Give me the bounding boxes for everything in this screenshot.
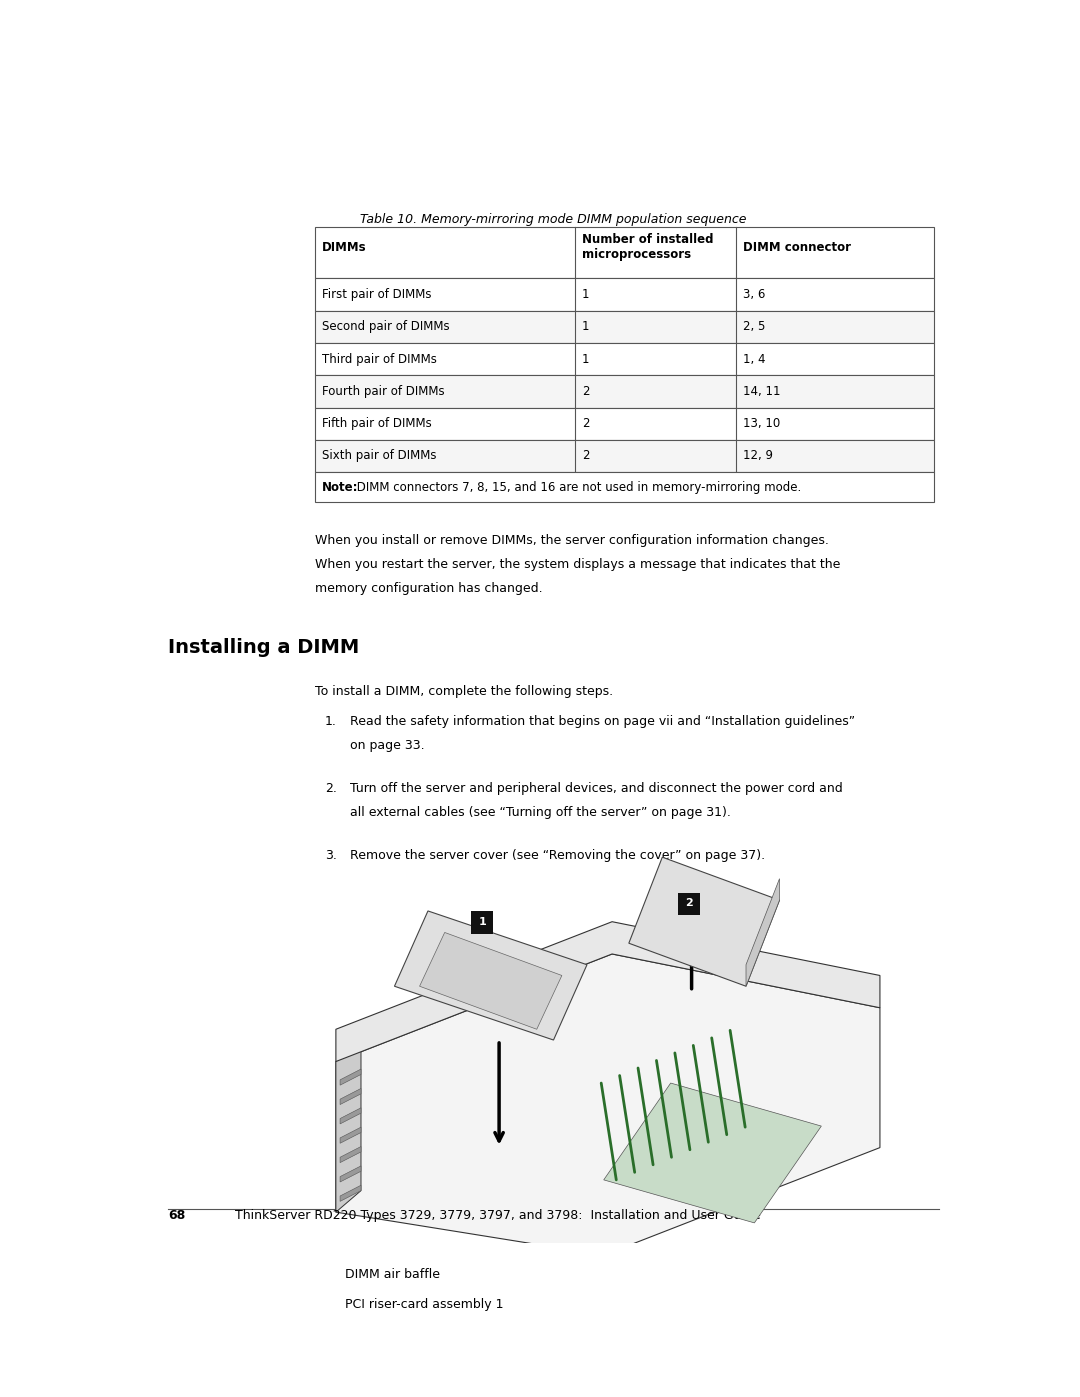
Text: 1: 1 <box>582 288 590 302</box>
Text: Sixth pair of DIMMs: Sixth pair of DIMMs <box>322 450 436 462</box>
Text: 2: 2 <box>582 450 590 462</box>
Text: 2: 2 <box>582 386 590 398</box>
Polygon shape <box>340 1069 361 1085</box>
Polygon shape <box>604 1083 821 1222</box>
Bar <box>315 376 934 408</box>
Bar <box>315 472 934 502</box>
Bar <box>315 408 934 440</box>
Bar <box>315 310 934 344</box>
Polygon shape <box>336 954 880 1255</box>
Text: memory configuration has changed.: memory configuration has changed. <box>315 581 542 595</box>
Text: Number of installed
microprocessors: Number of installed microprocessors <box>582 233 713 261</box>
Text: 68: 68 <box>168 1208 186 1222</box>
FancyBboxPatch shape <box>311 1264 330 1285</box>
FancyBboxPatch shape <box>472 911 494 933</box>
Text: 2: 2 <box>685 898 693 908</box>
Text: DIMM connectors 7, 8, 15, and 16 are not used in memory-mirroring mode.: DIMM connectors 7, 8, 15, and 16 are not… <box>353 481 801 493</box>
Text: 2.: 2. <box>325 782 337 795</box>
Text: 1: 1 <box>582 352 590 366</box>
Text: DIMM connector: DIMM connector <box>743 240 851 254</box>
Text: Read the safety information that begins on page vii and “Installation guidelines: Read the safety information that begins … <box>350 715 855 728</box>
Text: First pair of DIMMs: First pair of DIMMs <box>322 288 431 302</box>
Text: Remove the server cover (see “Removing the cover” on page 37).: Remove the server cover (see “Removing t… <box>350 848 766 862</box>
Text: 1.: 1. <box>325 715 337 728</box>
Polygon shape <box>746 879 780 986</box>
Text: Fifth pair of DIMMs: Fifth pair of DIMMs <box>322 418 431 430</box>
Text: 13, 10: 13, 10 <box>743 418 780 430</box>
FancyBboxPatch shape <box>678 893 700 915</box>
Text: 14, 11: 14, 11 <box>743 386 781 398</box>
Text: 2: 2 <box>318 1299 324 1309</box>
Text: 2, 5: 2, 5 <box>743 320 766 334</box>
Bar <box>315 344 934 376</box>
Text: Fourth pair of DIMMs: Fourth pair of DIMMs <box>322 386 444 398</box>
Text: Table 10. Memory-mirroring mode DIMM population sequence: Table 10. Memory-mirroring mode DIMM pop… <box>361 212 746 226</box>
Text: 2: 2 <box>582 418 590 430</box>
Polygon shape <box>420 932 562 1030</box>
Polygon shape <box>340 1127 361 1143</box>
Polygon shape <box>340 1185 361 1201</box>
Text: DIMMs: DIMMs <box>322 240 366 254</box>
FancyBboxPatch shape <box>311 1295 330 1316</box>
Polygon shape <box>629 858 780 986</box>
Text: on page 33.: on page 33. <box>350 739 424 752</box>
Polygon shape <box>340 1147 361 1162</box>
Polygon shape <box>340 1088 361 1105</box>
Text: 1: 1 <box>478 916 486 926</box>
Text: 12, 9: 12, 9 <box>743 450 773 462</box>
Bar <box>315 278 934 310</box>
Bar <box>315 226 934 278</box>
Text: When you restart the server, the system displays a message that indicates that t: When you restart the server, the system … <box>315 559 840 571</box>
Text: To install a DIMM, complete the following steps.: To install a DIMM, complete the followin… <box>315 685 613 698</box>
Text: 3.: 3. <box>325 848 337 862</box>
Polygon shape <box>340 1166 361 1182</box>
Text: 3, 6: 3, 6 <box>743 288 766 302</box>
Text: all external cables (see “Turning off the server” on page 31).: all external cables (see “Turning off th… <box>350 806 731 819</box>
Text: PCI riser-card assembly 1: PCI riser-card assembly 1 <box>346 1298 503 1312</box>
Text: DIMM air baffle: DIMM air baffle <box>346 1268 440 1281</box>
Polygon shape <box>336 922 880 1062</box>
Text: Installing a DIMM: Installing a DIMM <box>168 637 360 657</box>
Polygon shape <box>394 911 588 1039</box>
Text: Note:: Note: <box>322 481 359 493</box>
Text: Second pair of DIMMs: Second pair of DIMMs <box>322 320 449 334</box>
Text: 1: 1 <box>318 1270 324 1280</box>
Text: 1: 1 <box>582 320 590 334</box>
Text: 1, 4: 1, 4 <box>743 352 766 366</box>
Text: Turn off the server and peripheral devices, and disconnect the power cord and: Turn off the server and peripheral devic… <box>350 782 842 795</box>
Text: Third pair of DIMMs: Third pair of DIMMs <box>322 352 436 366</box>
Bar <box>315 440 934 472</box>
Text: ThinkServer RD220 Types 3729, 3779, 3797, and 3798:  Installation and User Guide: ThinkServer RD220 Types 3729, 3779, 3797… <box>235 1208 761 1222</box>
Polygon shape <box>336 1039 361 1213</box>
Polygon shape <box>340 1108 361 1125</box>
Text: When you install or remove DIMMs, the server configuration information changes.: When you install or remove DIMMs, the se… <box>315 535 828 548</box>
